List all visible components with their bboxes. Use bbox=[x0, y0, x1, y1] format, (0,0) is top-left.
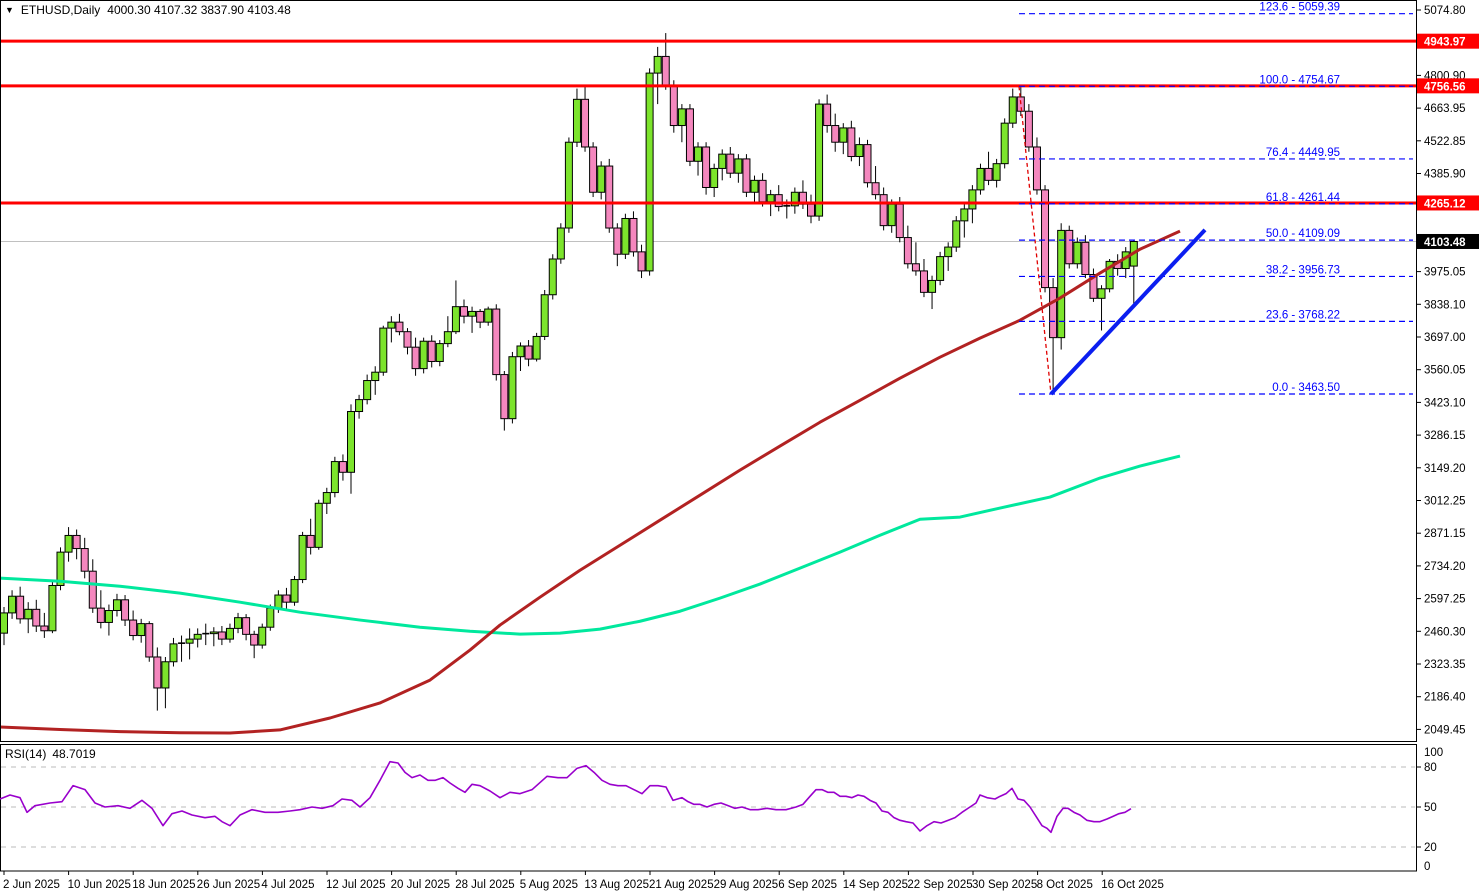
price-badge-label: 4943.97 bbox=[1424, 37, 1466, 49]
date-tick-label: 21 Aug 2025 bbox=[649, 879, 714, 891]
fib-level-label: 61.8 - 4261.44 bbox=[1266, 192, 1341, 204]
price-badge-label: 4756.56 bbox=[1424, 81, 1466, 93]
date-tick-label: 12 Jul 2025 bbox=[326, 879, 385, 891]
price-badge bbox=[1417, 78, 1479, 94]
date-tick-label: 22 Sep 2025 bbox=[907, 879, 972, 891]
main-panel-border bbox=[0, 0, 1417, 742]
price-badge bbox=[1417, 233, 1479, 249]
price-badge bbox=[1417, 33, 1479, 49]
date-tick-label: 18 Jun 2025 bbox=[132, 879, 195, 891]
fib-level-label: 100.0 - 4754.67 bbox=[1259, 74, 1340, 86]
date-tick-label: 2 Jun 2025 bbox=[3, 879, 60, 891]
date-tick-label: 4 Jul 2025 bbox=[261, 879, 314, 891]
date-axis[interactable]: 2 Jun 2025 10 Jun 2025 18 Jun 2025 26 Jun 2… bbox=[3, 871, 1164, 891]
price-badge bbox=[1417, 195, 1479, 211]
date-tick-label: 8 Oct 2025 bbox=[1037, 879, 1093, 891]
date-tick-label: 30 Sep 2025 bbox=[972, 879, 1037, 891]
date-tick-label: 5 Aug 2025 bbox=[520, 879, 578, 891]
rsi-tick-label: 50 bbox=[1424, 802, 1437, 814]
price-tick-label: 3975.05 bbox=[1424, 267, 1466, 279]
date-tick-label: 20 Jul 2025 bbox=[391, 879, 450, 891]
price-tick-label: 3838.10 bbox=[1424, 299, 1466, 311]
rsi-panel-border bbox=[0, 744, 1417, 872]
fib-level-label: 123.6 - 5059.39 bbox=[1259, 2, 1340, 14]
price-tick-label: 2597.25 bbox=[1424, 594, 1466, 606]
symbol-dropdown-icon[interactable]: ▼ bbox=[5, 5, 14, 15]
price-tick-label: 5074.80 bbox=[1424, 5, 1466, 17]
price-tick-label: 3149.20 bbox=[1424, 463, 1466, 475]
fib-level-label: 76.4 - 4449.95 bbox=[1266, 147, 1340, 159]
fib-level-label: 50.0 - 4109.09 bbox=[1266, 228, 1340, 240]
rsi-tick-label: 100 bbox=[1424, 747, 1443, 759]
candles-series bbox=[0, 33, 1138, 711]
fibonacci-retracement[interactable]: 123.6 - 5059.39 100.0 - 4754.67 76.4 - 444… bbox=[1018, 2, 1413, 395]
fib-level-label: 38.2 - 3956.73 bbox=[1266, 264, 1340, 276]
price-tick-label: 2460.30 bbox=[1424, 626, 1466, 638]
rsi-indicator-label: RSI(14) 48.7019 bbox=[5, 747, 96, 761]
date-tick-label: 10 Jun 2025 bbox=[68, 879, 131, 891]
rsi-line bbox=[0, 760, 1132, 834]
fib-level-label: 0.0 - 3463.50 bbox=[1272, 382, 1340, 394]
price-tick-label: 2871.15 bbox=[1424, 528, 1466, 540]
trendline[interactable] bbox=[1049, 228, 1207, 396]
date-tick-label: 14 Sep 2025 bbox=[843, 879, 908, 891]
rsi-tick-label: 20 bbox=[1424, 842, 1437, 854]
rsi-tick-label: 80 bbox=[1424, 762, 1437, 774]
rsi-value: 48.7019 bbox=[52, 747, 96, 761]
price-tick-label: 2734.20 bbox=[1424, 561, 1466, 573]
price-tick-label: 2323.35 bbox=[1424, 659, 1466, 671]
rsi-name: RSI(14) bbox=[5, 747, 47, 761]
price-tick-label: 4522.85 bbox=[1424, 136, 1466, 148]
price-tick-label: 2186.40 bbox=[1424, 692, 1466, 704]
rsi-panel[interactable]: 100 80 50 20 0 bbox=[0, 747, 1443, 873]
chart-title: ▼ ETHUSD,Daily 4000.30 4107.32 3837.90 4… bbox=[5, 3, 291, 17]
price-tick-label: 4663.95 bbox=[1424, 103, 1466, 115]
fib-level-label: 23.6 - 3768.22 bbox=[1266, 309, 1340, 321]
date-tick-label: 6 Sep 2025 bbox=[778, 879, 837, 891]
price-tick-label: 3423.10 bbox=[1424, 397, 1466, 409]
price-tick-label: 3697.00 bbox=[1424, 332, 1466, 344]
ma-green-line bbox=[0, 454, 1181, 636]
symbol-timeframe-label: ETHUSD,Daily bbox=[20, 3, 101, 17]
price-tick-label: 3560.05 bbox=[1424, 365, 1466, 377]
date-tick-label: 16 Oct 2025 bbox=[1101, 879, 1164, 891]
price-axis[interactable]: 5074.804937.854800.904663.954522.854385.… bbox=[1416, 5, 1479, 736]
date-tick-label: 28 Jul 2025 bbox=[455, 879, 514, 891]
price-tick-label: 2049.45 bbox=[1424, 724, 1466, 736]
date-tick-label: 29 Aug 2025 bbox=[714, 879, 779, 891]
rsi-tick-label: 0 bbox=[1424, 861, 1430, 873]
date-tick-label: 26 Jun 2025 bbox=[197, 879, 260, 891]
price-tick-label: 3012.25 bbox=[1424, 496, 1466, 508]
ma-red-line bbox=[0, 229, 1181, 735]
price-tick-label: 4385.90 bbox=[1424, 169, 1466, 181]
price-tick-label: 3286.15 bbox=[1424, 430, 1466, 442]
price-badge-label: 4265.12 bbox=[1424, 198, 1466, 210]
date-tick-label: 13 Aug 2025 bbox=[584, 879, 649, 891]
price-badge-label: 4103.48 bbox=[1424, 237, 1466, 249]
ohlc-readout: 4000.30 4107.32 3837.90 4103.48 bbox=[107, 3, 291, 17]
